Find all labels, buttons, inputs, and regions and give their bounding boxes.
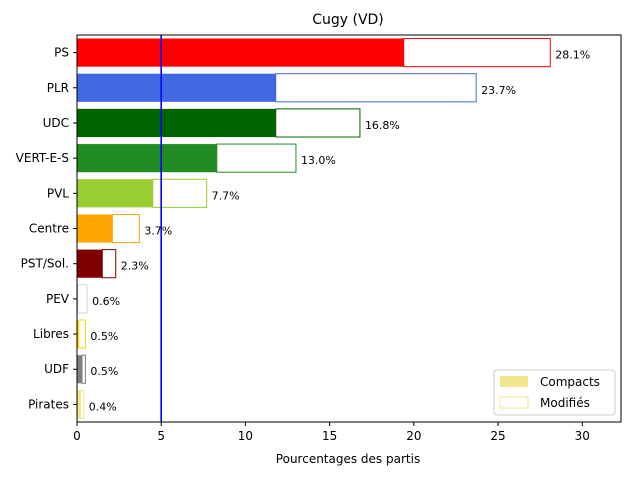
bar-modifie-2 bbox=[275, 108, 361, 138]
y-tick-label-4: PVL bbox=[47, 186, 69, 200]
x-tick-label-6: 30 bbox=[575, 429, 590, 443]
y-tick-label-3: VERT-E-S bbox=[16, 151, 69, 165]
x-tick-label-2: 10 bbox=[238, 429, 253, 443]
x-ticks: 0 5 10 15 20 25 30 bbox=[73, 422, 590, 443]
bar-modifie-1 bbox=[275, 73, 477, 103]
data-label-0: 28.1% bbox=[555, 49, 590, 62]
x-tick-label-4: 20 bbox=[406, 429, 421, 443]
bar-compact-4 bbox=[77, 179, 153, 208]
bar-compact-6 bbox=[77, 249, 103, 278]
data-label-5: 3.7% bbox=[144, 225, 172, 238]
legend-label-1: Modifiés bbox=[540, 396, 590, 410]
data-label-8: 0.5% bbox=[90, 330, 118, 343]
y-tick-label-1: PLR bbox=[47, 81, 69, 95]
data-label-1: 23.7% bbox=[481, 84, 516, 97]
x-tick-label-5: 25 bbox=[490, 429, 505, 443]
legend-label-0: Compacts bbox=[540, 375, 600, 389]
y-tick-label-9: UDF bbox=[44, 362, 69, 376]
bar-modifie-9 bbox=[81, 354, 86, 384]
bar-modifie-8 bbox=[78, 319, 86, 349]
data-label-10: 0.4% bbox=[89, 400, 117, 413]
bar-compact-1 bbox=[77, 73, 276, 102]
legend-swatch-1 bbox=[499, 396, 529, 409]
y-tick-label-2: UDC bbox=[43, 116, 69, 130]
y-tick-label-7: PEV bbox=[46, 292, 70, 306]
bar-compact-8 bbox=[77, 319, 79, 349]
bar-modifie-3 bbox=[216, 143, 297, 173]
legend-swatch-0 bbox=[500, 376, 528, 387]
y-tick-label-8: Libres bbox=[33, 327, 69, 341]
bar-modifie-6 bbox=[101, 249, 117, 279]
data-label-4: 7.7% bbox=[212, 189, 240, 202]
x-tick-label-0: 0 bbox=[73, 429, 81, 443]
bar-modifie-0 bbox=[403, 38, 551, 68]
legend: Compacts Modifiés bbox=[493, 369, 616, 416]
plot-frame bbox=[76, 34, 622, 423]
x-axis-label: Pourcentages des partis bbox=[276, 452, 420, 466]
bar-modifie-5 bbox=[111, 213, 140, 244]
bars-group bbox=[77, 38, 551, 419]
y-tick-labels: PS PLR UDC VERT-E-S PVL Centre PST/Sol. PEV Libr… bbox=[16, 46, 77, 411]
bar-compact-9 bbox=[77, 355, 83, 384]
bar-compact-10 bbox=[77, 390, 81, 419]
data-labels: 28.1% 23.7% 16.8% 13.0% 7.7% 3.7% 2.3% 0.6% 0.5%… bbox=[89, 49, 590, 414]
y-tick-label-6: PST/Sol. bbox=[21, 257, 69, 271]
data-label-7: 0.6% bbox=[92, 295, 120, 308]
data-label-3: 13.0% bbox=[301, 154, 336, 167]
data-label-2: 16.8% bbox=[365, 119, 400, 132]
data-label-9: 0.5% bbox=[90, 365, 118, 378]
bar-compact-2 bbox=[77, 108, 276, 138]
y-tick-label-0: PS bbox=[54, 46, 69, 60]
bar-modifie-10 bbox=[79, 389, 85, 419]
data-label-6: 2.3% bbox=[121, 260, 149, 273]
chart-title: Cugy (VD) bbox=[312, 12, 384, 28]
bar-modifie-7 bbox=[77, 284, 88, 314]
x-tick-label-3: 15 bbox=[322, 429, 337, 443]
x-tick-label-1: 5 bbox=[157, 429, 165, 443]
bar-compact-3 bbox=[77, 144, 217, 173]
bar-compact-0 bbox=[77, 38, 404, 67]
y-tick-label-5: Centre bbox=[29, 222, 69, 236]
y-tick-label-10: Pirates bbox=[28, 397, 69, 411]
bar-compact-5 bbox=[77, 214, 113, 243]
